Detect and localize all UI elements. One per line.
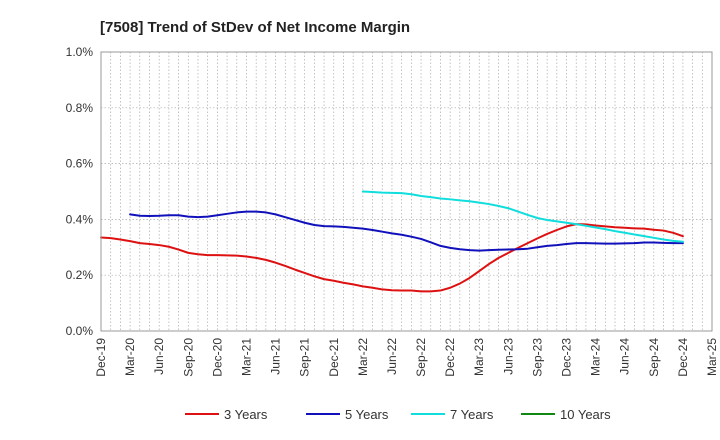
y-tick-label: 0.4% [66, 212, 94, 226]
chart-title: [7508] Trend of StDev of Net Income Marg… [100, 19, 410, 36]
x-tick-label: Mar-24 [589, 338, 603, 376]
x-axis-ticks: Dec-19 Mar-20 Jun-20 Sep-20 Dec-20 Mar-21 Jun-… [94, 338, 719, 377]
x-tick-label: Dec-21 [327, 338, 341, 377]
x-tick-label: Sep-22 [414, 338, 428, 377]
legend-label: 3 Years [224, 407, 268, 422]
y-tick-label: 0.8% [66, 101, 94, 115]
x-tick-label: Jun-24 [618, 338, 632, 375]
x-tick-label: Mar-25 [705, 338, 719, 376]
series-line [361, 190, 684, 243]
y-tick-label: 0.2% [66, 268, 94, 282]
x-tick-label: Dec-20 [210, 338, 224, 377]
x-tick-label: Mar-23 [472, 338, 486, 376]
x-tick-label: Jun-21 [269, 338, 283, 375]
x-tick-label: Sep-21 [298, 338, 312, 377]
y-tick-label: 1.0% [66, 45, 94, 59]
x-tick-label: Jun-22 [385, 338, 399, 375]
legend-label: 10 Years [560, 407, 611, 422]
x-tick-label: Sep-20 [181, 338, 195, 377]
series-lines [100, 190, 684, 293]
x-tick-label: Dec-22 [443, 338, 457, 377]
series-line [129, 210, 684, 252]
y-tick-label: 0.6% [66, 157, 94, 171]
x-tick-label: Dec-19 [94, 338, 108, 377]
legend-label: 7 Years [450, 407, 494, 422]
x-tick-label: Dec-23 [560, 338, 574, 377]
x-tick-label: Jun-23 [501, 338, 515, 375]
x-tick-label: Mar-22 [356, 338, 370, 376]
x-tick-label: Mar-21 [239, 338, 253, 376]
y-tick-label: 0.0% [66, 324, 94, 338]
series-line [100, 223, 684, 293]
legend: 3 Years 5 Years 7 Years 10 Years [185, 407, 611, 422]
plot-frame [100, 51, 713, 332]
y-axis-ticks: 0.0% 0.2% 0.4% 0.6% 0.8% 1.0% [66, 45, 94, 338]
x-tick-label: Mar-20 [123, 338, 137, 376]
legend-label: 5 Years [345, 407, 389, 422]
x-tick-label: Jun-20 [152, 338, 166, 375]
x-tick-label: Sep-24 [647, 338, 661, 377]
x-tick-label: Sep-23 [530, 338, 544, 377]
grid [100, 51, 713, 332]
x-tick-label: Dec-24 [676, 338, 690, 377]
